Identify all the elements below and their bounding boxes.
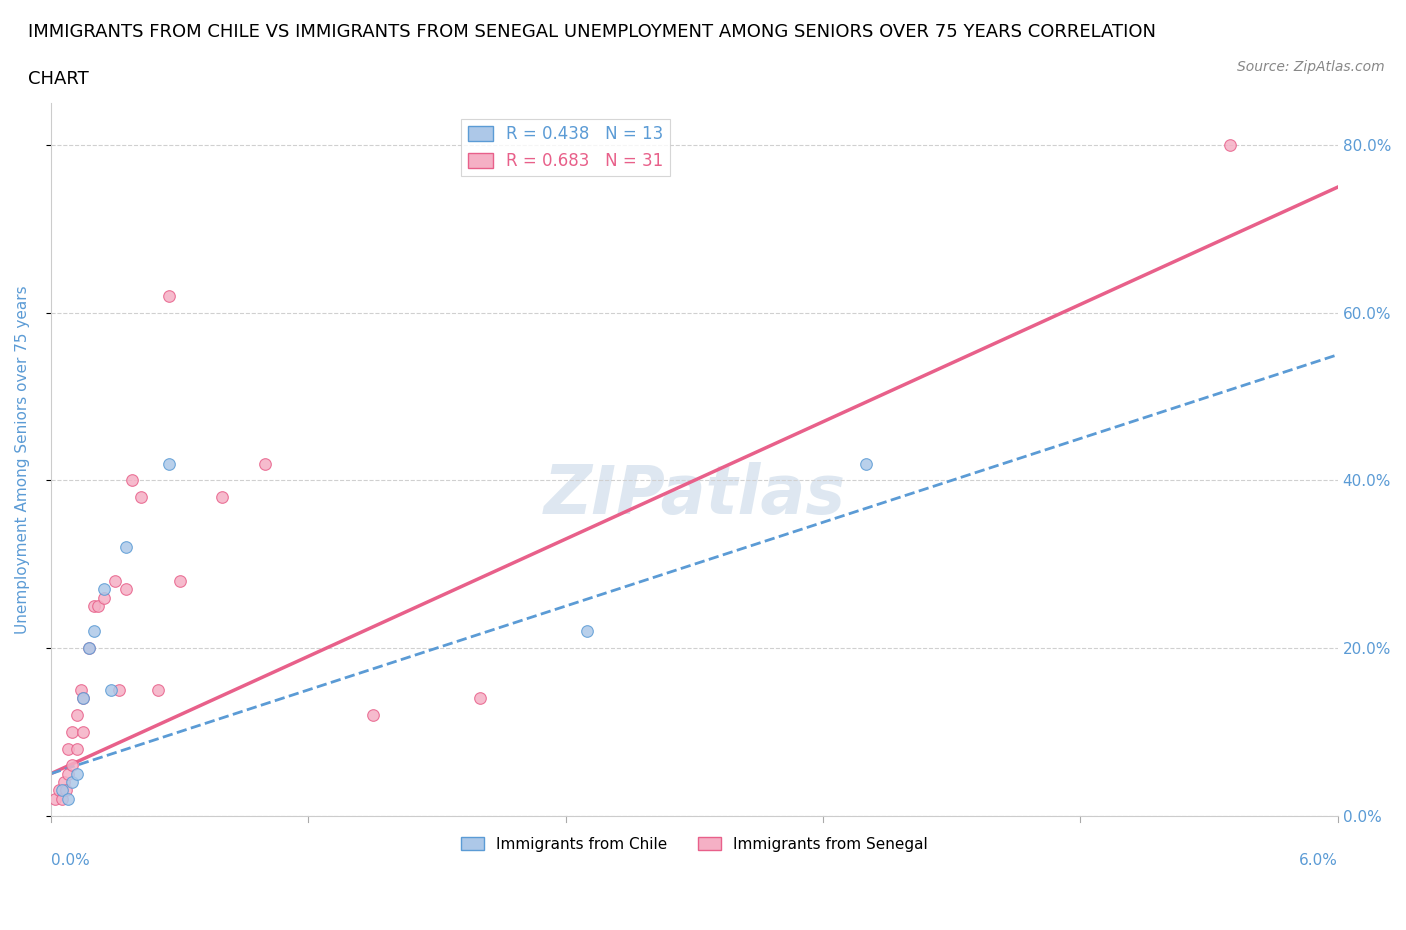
- Point: [52, 775, 75, 790]
- Point: [83, 599, 105, 614]
- Text: ZIPatlas: ZIPatlas: [543, 462, 845, 528]
- Point: [468, 691, 491, 706]
- Point: [87, 599, 110, 614]
- Text: Source: ZipAtlas.com: Source: ZipAtlas.com: [1237, 60, 1385, 74]
- Point: [575, 624, 598, 639]
- Point: [79, 641, 101, 656]
- Point: [129, 490, 152, 505]
- Point: [83, 624, 105, 639]
- Point: [56, 791, 79, 806]
- Point: [855, 457, 877, 472]
- Point: [44, 791, 66, 806]
- Point: [65, 766, 87, 781]
- Point: [72, 724, 94, 739]
- Point: [115, 582, 138, 597]
- Point: [1219, 138, 1241, 153]
- Point: [79, 641, 101, 656]
- Point: [51, 791, 73, 806]
- Point: [55, 783, 77, 798]
- Y-axis label: Unemployment Among Seniors over 75 years: Unemployment Among Seniors over 75 years: [15, 286, 30, 633]
- Point: [48, 783, 70, 798]
- Point: [254, 457, 277, 472]
- Point: [51, 783, 73, 798]
- Text: 6.0%: 6.0%: [1299, 854, 1337, 869]
- Point: [115, 540, 138, 555]
- Point: [93, 591, 115, 605]
- Point: [65, 708, 87, 723]
- Point: [56, 741, 79, 756]
- Text: IMMIGRANTS FROM CHILE VS IMMIGRANTS FROM SENEGAL UNEMPLOYMENT AMONG SENIORS OVER: IMMIGRANTS FROM CHILE VS IMMIGRANTS FROM…: [28, 23, 1156, 41]
- Point: [361, 708, 384, 723]
- Point: [157, 288, 180, 303]
- Point: [108, 683, 131, 698]
- Point: [146, 683, 169, 698]
- Point: [60, 724, 83, 739]
- Point: [72, 691, 94, 706]
- Point: [56, 766, 79, 781]
- Point: [93, 582, 115, 597]
- Point: [211, 490, 233, 505]
- Point: [65, 741, 87, 756]
- Text: CHART: CHART: [28, 70, 89, 87]
- Point: [60, 775, 83, 790]
- Point: [72, 691, 94, 706]
- Point: [104, 574, 127, 589]
- Point: [100, 683, 122, 698]
- Legend: Immigrants from Chile, Immigrants from Senegal: Immigrants from Chile, Immigrants from S…: [454, 830, 934, 857]
- Point: [169, 574, 191, 589]
- Text: 0.0%: 0.0%: [51, 854, 90, 869]
- Point: [70, 683, 93, 698]
- Point: [157, 457, 180, 472]
- Point: [121, 473, 143, 488]
- Point: [60, 758, 83, 773]
